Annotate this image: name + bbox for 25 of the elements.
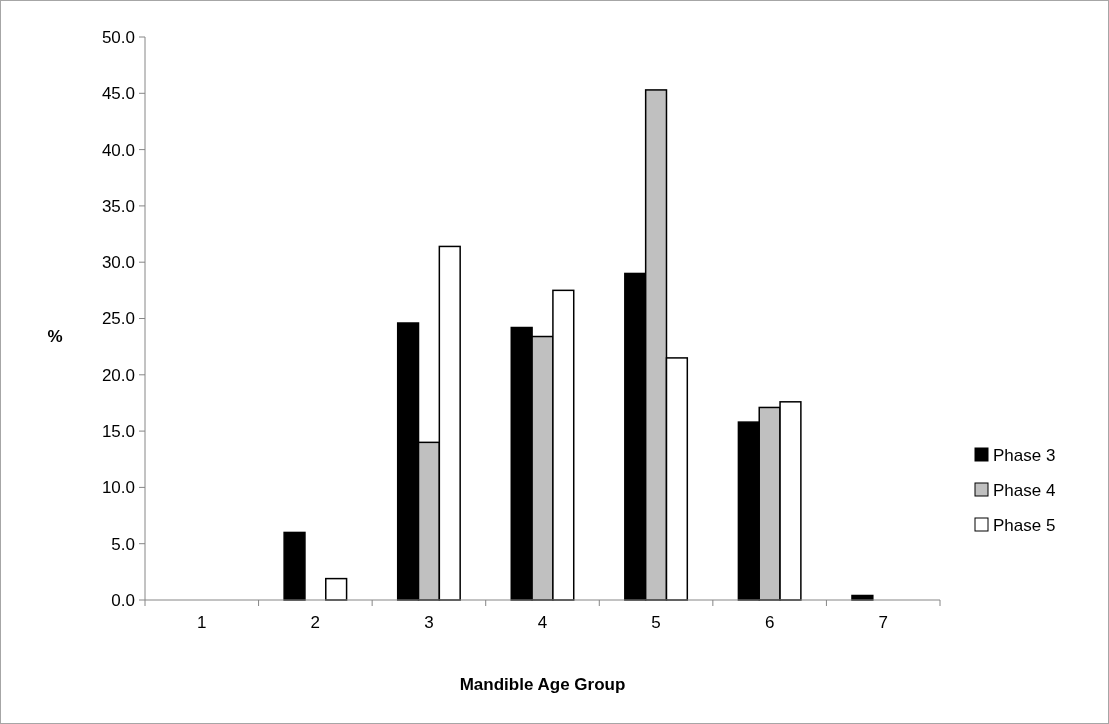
x-tick-label: 3	[424, 613, 434, 632]
y-tick-label: 45.0	[101, 84, 135, 104]
legend-label: Phase 4	[993, 480, 1056, 500]
y-tick-label: 35.0	[101, 196, 135, 216]
y-axis-title: %	[47, 327, 63, 347]
x-tick-label: 2	[310, 613, 321, 632]
bar	[325, 577, 348, 601]
y-tick-label: 25.0	[101, 309, 135, 329]
x-axis-title: Mandible Age Group	[459, 675, 626, 694]
y-tick-label: 50.0	[101, 27, 135, 47]
y-tick-label: 10.0	[101, 478, 135, 498]
y-tick-label: 20.0	[101, 365, 135, 385]
y-tick-label: 5.0	[111, 534, 135, 554]
x-tick-label: 6	[764, 613, 775, 632]
x-tick-label: 1	[197, 613, 207, 632]
x-tick-label: 5	[651, 613, 661, 632]
legend-label: Phase 3	[993, 445, 1056, 465]
x-tick-label: 7	[878, 613, 888, 632]
y-tick-label: 40.0	[101, 140, 135, 160]
y-tick-label: 30.0	[101, 253, 135, 273]
legend-label: Phase 5	[993, 515, 1056, 535]
x-tick-label: 4	[537, 613, 548, 632]
y-tick-label: 0.0	[111, 590, 135, 610]
y-tick-label: 15.0	[101, 422, 135, 442]
bar	[283, 531, 306, 601]
